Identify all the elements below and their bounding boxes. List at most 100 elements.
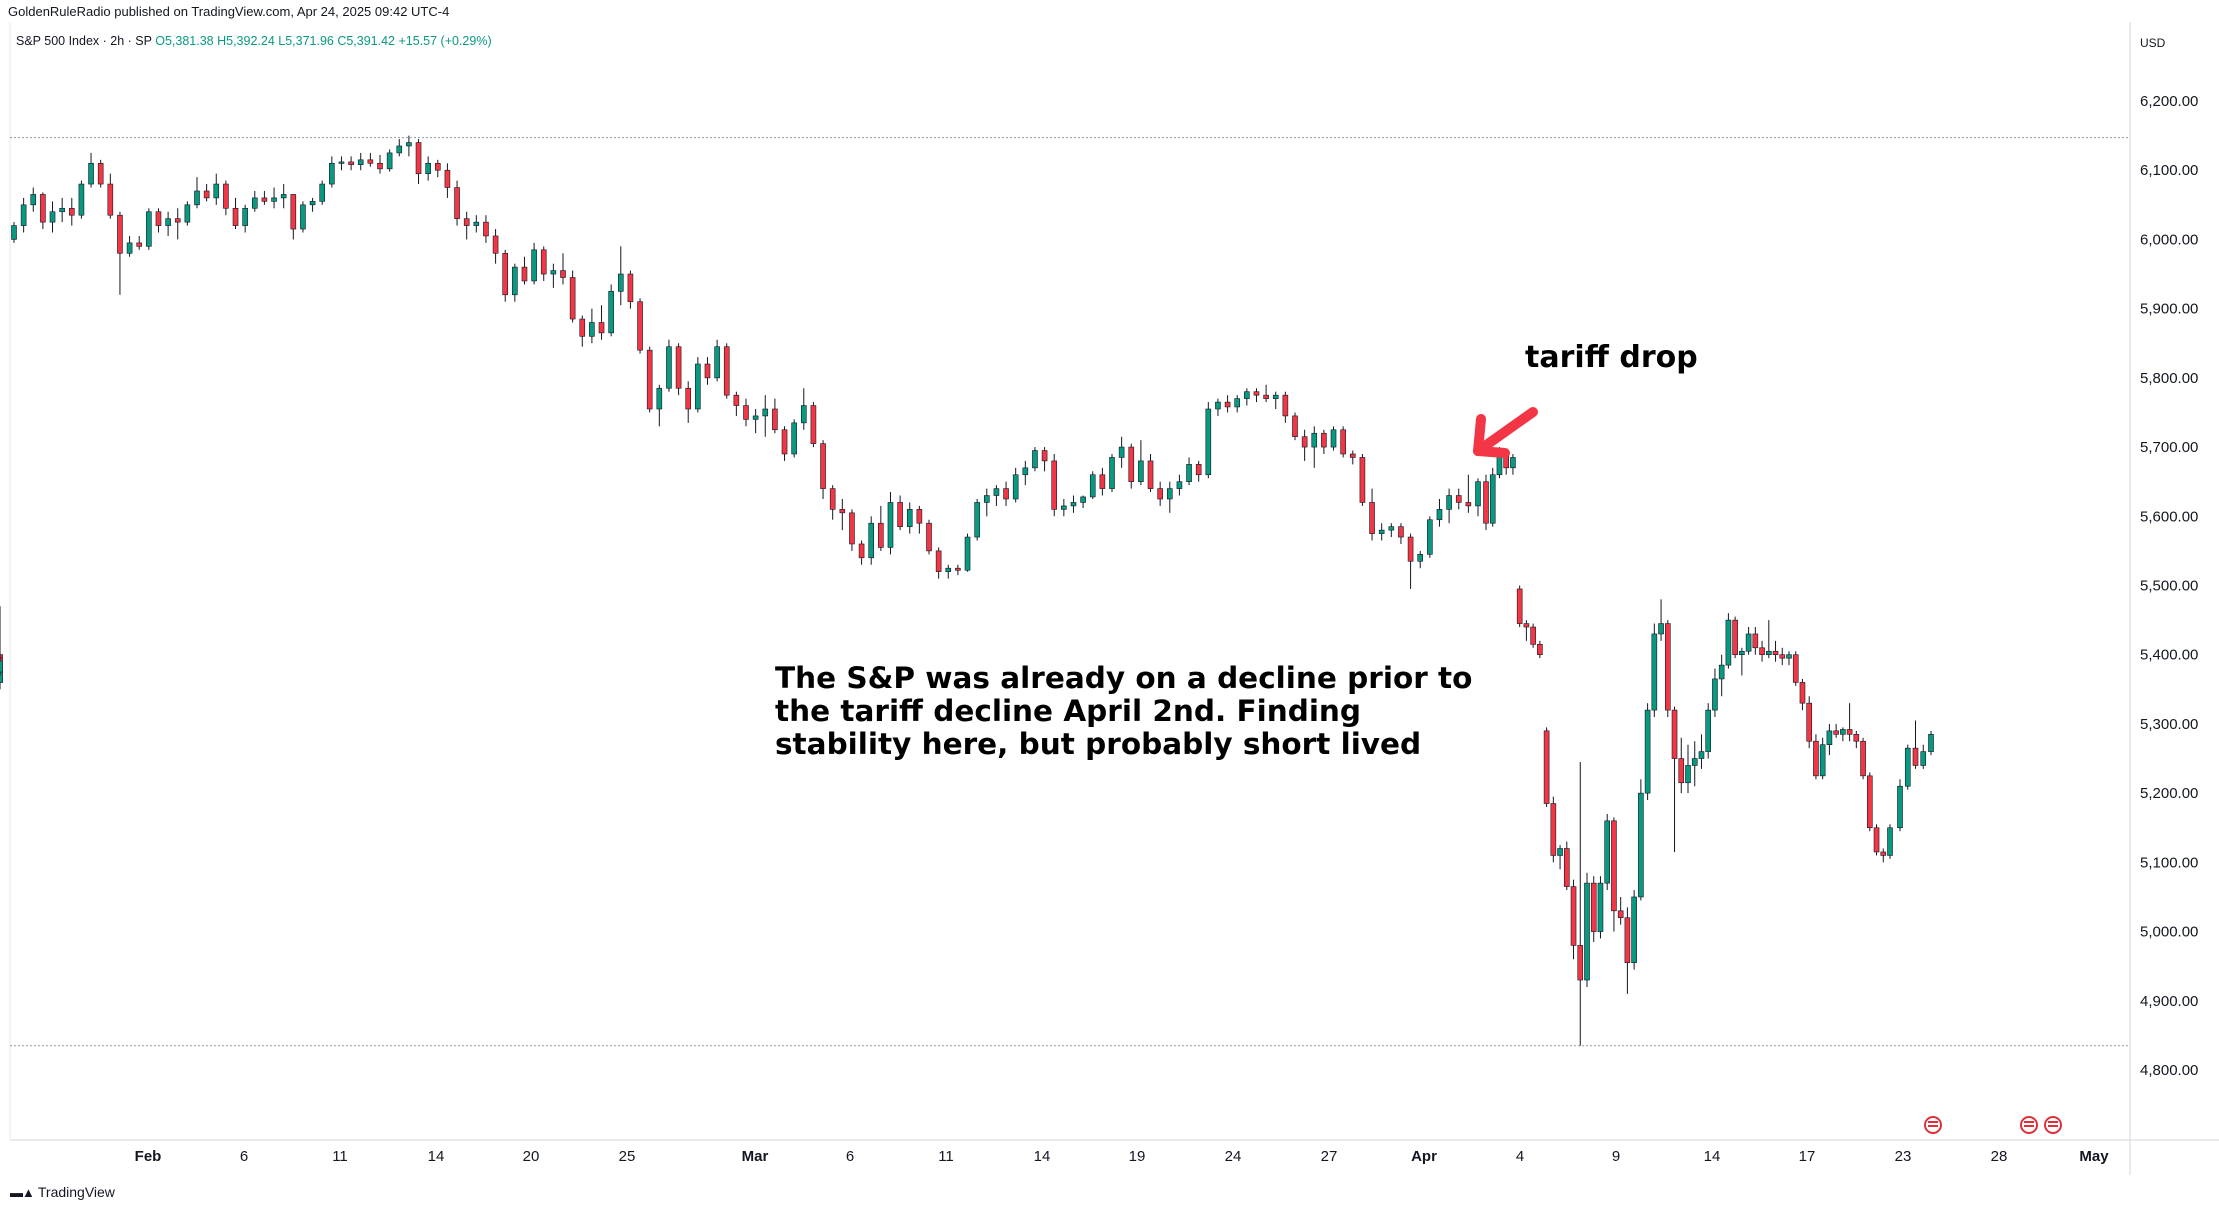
candle-body [1080,496,1086,503]
candle [743,398,749,427]
candle [1590,876,1597,942]
candle-body [1867,775,1873,829]
candle-body [983,495,990,503]
candle [1244,388,1250,406]
candle [242,204,248,233]
candle [107,173,114,219]
candle-body [1678,758,1685,784]
candle-body [878,522,884,548]
candle [319,180,326,205]
candle [617,246,624,306]
candle [1904,744,1911,790]
candle-body [1712,678,1718,711]
candle [78,180,85,219]
candle-body [1516,588,1523,624]
candle-body [1806,702,1812,742]
candle-body [974,502,980,538]
candle-body [1301,436,1308,448]
candle-body [49,211,56,223]
candle [858,540,865,565]
candle [1176,474,1183,496]
candle [849,509,855,551]
candle [1624,907,1631,994]
candle [1665,620,1671,718]
candle [1516,585,1523,628]
candle-body [165,218,171,226]
candle [993,485,1000,506]
candle [1378,523,1385,541]
candle [232,197,239,230]
candle [1597,876,1604,939]
candle-body [1465,502,1472,507]
candle-body [1665,623,1671,711]
candle-body [396,145,403,154]
candle [868,516,875,565]
brand-name: TradingView [37,1184,115,1200]
candle [945,564,952,579]
candle [1604,813,1610,891]
x-tick-label: 17 [1799,1148,1816,1165]
candle [1745,627,1752,655]
x-tick-label: 19 [1129,1148,1146,1165]
candle [1089,471,1096,499]
candle [213,173,220,205]
candle [1550,796,1557,863]
candle-body [1446,495,1452,510]
candle-body [1920,751,1927,766]
candle-body [1530,626,1536,645]
candle [781,426,788,461]
candle [1195,460,1202,482]
candle-body [1378,529,1385,534]
candle-body [357,159,364,165]
candle-body [1234,398,1241,408]
candle-body [675,346,682,389]
candle [1118,436,1125,468]
candle-body [1705,709,1711,752]
candle-body [608,291,614,334]
us-flag-icon[interactable] [2044,1116,2062,1134]
candle [1691,741,1698,787]
candle [1427,516,1433,558]
candle [550,263,557,288]
y-tick-label: 5,300.00 [2140,716,2198,733]
candle-body [762,408,769,417]
candle-body [1860,740,1866,777]
candle [1543,727,1550,807]
candle-body [1012,474,1019,500]
candle [1799,678,1806,711]
us-flag-icon[interactable] [1924,1116,1942,1134]
candle [11,222,17,243]
reference-lines [10,137,2130,1047]
candle-body [338,161,345,164]
candle [656,384,663,427]
candle [146,208,152,250]
candle [300,201,306,233]
candle-body [1739,650,1745,656]
candle [521,256,528,285]
candle-body [1759,647,1765,656]
candle [1417,550,1424,569]
candle [1897,779,1903,832]
candle [1523,620,1530,641]
currency-label[interactable]: USD [2140,36,2166,50]
candle [117,211,123,295]
symbol-name[interactable]: S&P 500 Index · 2h · SP [16,34,152,48]
y-tick-label: 5,700.00 [2140,439,2198,456]
candle [502,249,509,302]
y-tick-label: 6,200.00 [2140,93,2198,110]
y-tick-label: 5,500.00 [2140,578,2198,595]
candle [483,215,489,243]
candle [367,152,374,167]
us-flag-icon[interactable] [2020,1116,2038,1134]
candle [820,440,826,499]
candle [203,184,210,202]
candle-body [1718,664,1725,680]
candle [1070,495,1077,513]
y-tick-label: 5,400.00 [2140,647,2198,664]
symbol-legend[interactable]: S&P 500 Index · 2h · SP O5,381.38 H5,392… [16,34,492,48]
candle [1833,723,1839,738]
candle [415,139,422,185]
candle [772,398,778,434]
tradingview-brand[interactable]: ▬▲ TradingView [10,1184,115,1200]
